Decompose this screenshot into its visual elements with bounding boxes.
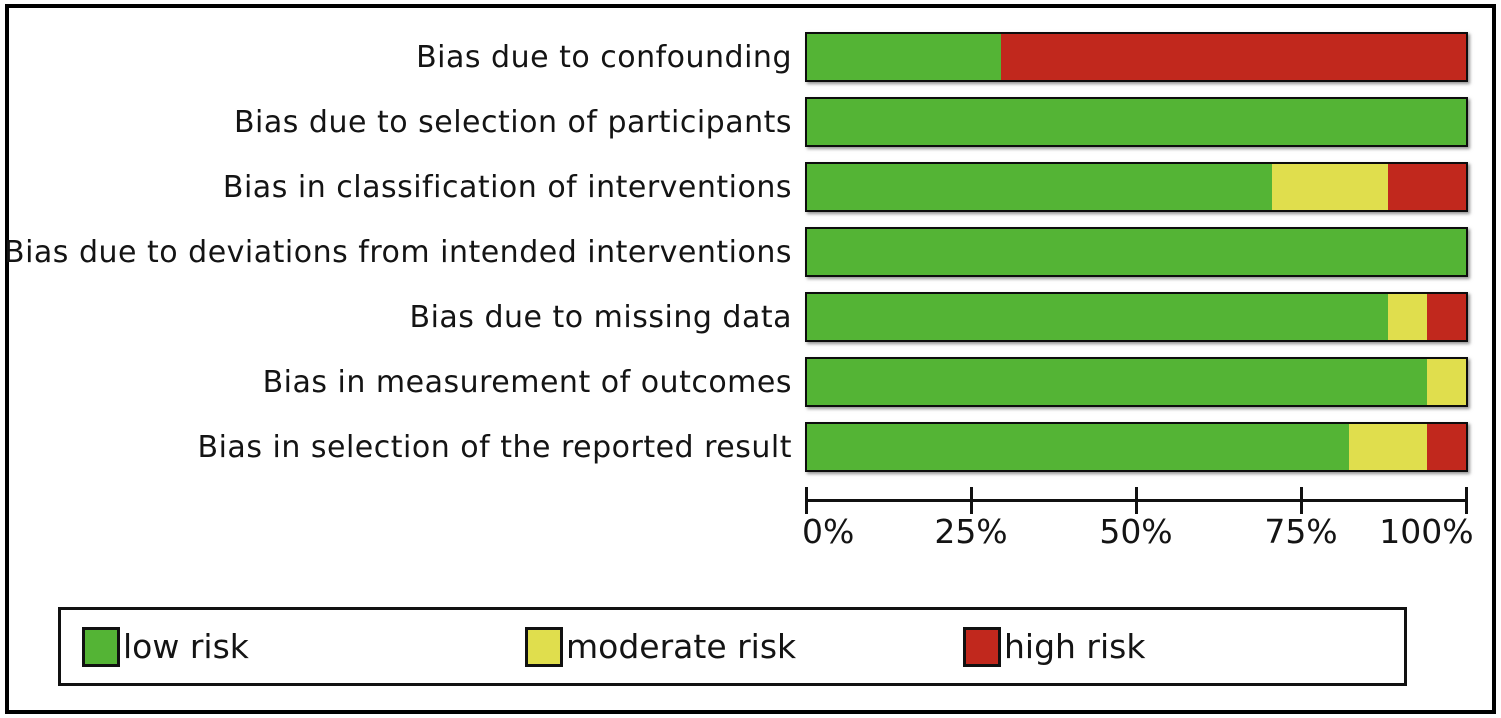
axis-tick-label: 100%: [1379, 512, 1474, 551]
axis-tick-label: 50%: [1099, 512, 1173, 551]
legend-swatch-low-risk: [82, 626, 120, 667]
legend-item-low-risk: low risk: [82, 610, 249, 683]
chart-row: Bias due to confounding: [0, 32, 1501, 82]
bar-segment-low-risk: [807, 99, 1466, 145]
chart-row: Bias in classification of interventions: [0, 162, 1501, 212]
axis-tick-label: 0%: [802, 512, 855, 551]
legend-label: high risk: [1004, 627, 1146, 666]
bar-segment-low-risk: [807, 294, 1389, 340]
stacked-bar: [805, 357, 1468, 407]
chart-row: Bias in selection of the reported result: [0, 422, 1501, 472]
legend-label: moderate risk: [566, 627, 797, 666]
legend-swatch-moderate-risk: [525, 626, 563, 667]
bar-segment-low-risk: [807, 229, 1466, 275]
axis-tick: [1465, 487, 1468, 514]
axis-tick: [805, 487, 808, 514]
bar-segment-low-risk: [807, 424, 1350, 470]
legend-item-high-risk: high risk: [963, 610, 1145, 683]
bar-segment-moderate-risk: [1427, 359, 1466, 405]
stacked-bar: [805, 97, 1468, 147]
category-label: Bias due to deviations from intended int…: [3, 234, 792, 270]
bar-segment-moderate-risk: [1349, 424, 1428, 470]
category-label: Bias in measurement of outcomes: [262, 364, 792, 400]
bar-segment-high-risk: [1427, 424, 1466, 470]
legend-label: low risk: [123, 627, 249, 666]
chart-row: Bias due to deviations from intended int…: [0, 227, 1501, 277]
bar-segment-low-risk: [807, 164, 1273, 210]
legend: low risk moderate risk high risk: [58, 607, 1407, 686]
bar-segment-high-risk: [1000, 34, 1466, 80]
bar-segment-high-risk: [1427, 294, 1466, 340]
chart-row: Bias due to missing data: [0, 292, 1501, 342]
axis-tick-label: 25%: [934, 512, 1008, 551]
axis-tick-label: 75%: [1264, 512, 1338, 551]
chart-row: Bias in measurement of outcomes: [0, 357, 1501, 407]
legend-item-moderate-risk: moderate risk: [525, 610, 796, 683]
chart-row: Bias due to selection of participants: [0, 97, 1501, 147]
stacked-bar: [805, 227, 1468, 277]
bar-segment-moderate-risk: [1272, 164, 1389, 210]
bar-segment-high-risk: [1388, 164, 1466, 210]
category-label: Bias due to missing data: [409, 299, 792, 335]
category-label: Bias in classification of interventions: [222, 169, 792, 205]
legend-swatch-high-risk: [963, 626, 1001, 667]
stacked-bar: [805, 32, 1468, 82]
bar-segment-low-risk: [807, 34, 1001, 80]
category-label: Bias due to confounding: [416, 39, 792, 75]
stacked-bar: [805, 162, 1468, 212]
axis-tick: [1300, 487, 1303, 514]
axis-tick: [1135, 487, 1138, 514]
stacked-bar: [805, 422, 1468, 472]
category-label: Bias due to selection of participants: [233, 104, 792, 140]
stacked-bar: [805, 292, 1468, 342]
bar-segment-moderate-risk: [1388, 294, 1428, 340]
category-label: Bias in selection of the reported result: [197, 429, 792, 465]
axis-tick: [970, 487, 973, 514]
bar-segment-low-risk: [807, 359, 1428, 405]
